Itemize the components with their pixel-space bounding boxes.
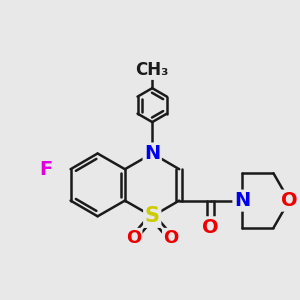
Text: F: F	[39, 160, 52, 179]
Text: O: O	[281, 191, 298, 210]
Text: O: O	[202, 218, 219, 237]
Text: O: O	[126, 229, 141, 247]
Text: O: O	[164, 229, 179, 247]
Text: S: S	[145, 206, 160, 226]
Text: CH₃: CH₃	[136, 61, 169, 79]
Text: N: N	[144, 144, 160, 163]
Text: N: N	[234, 191, 250, 210]
